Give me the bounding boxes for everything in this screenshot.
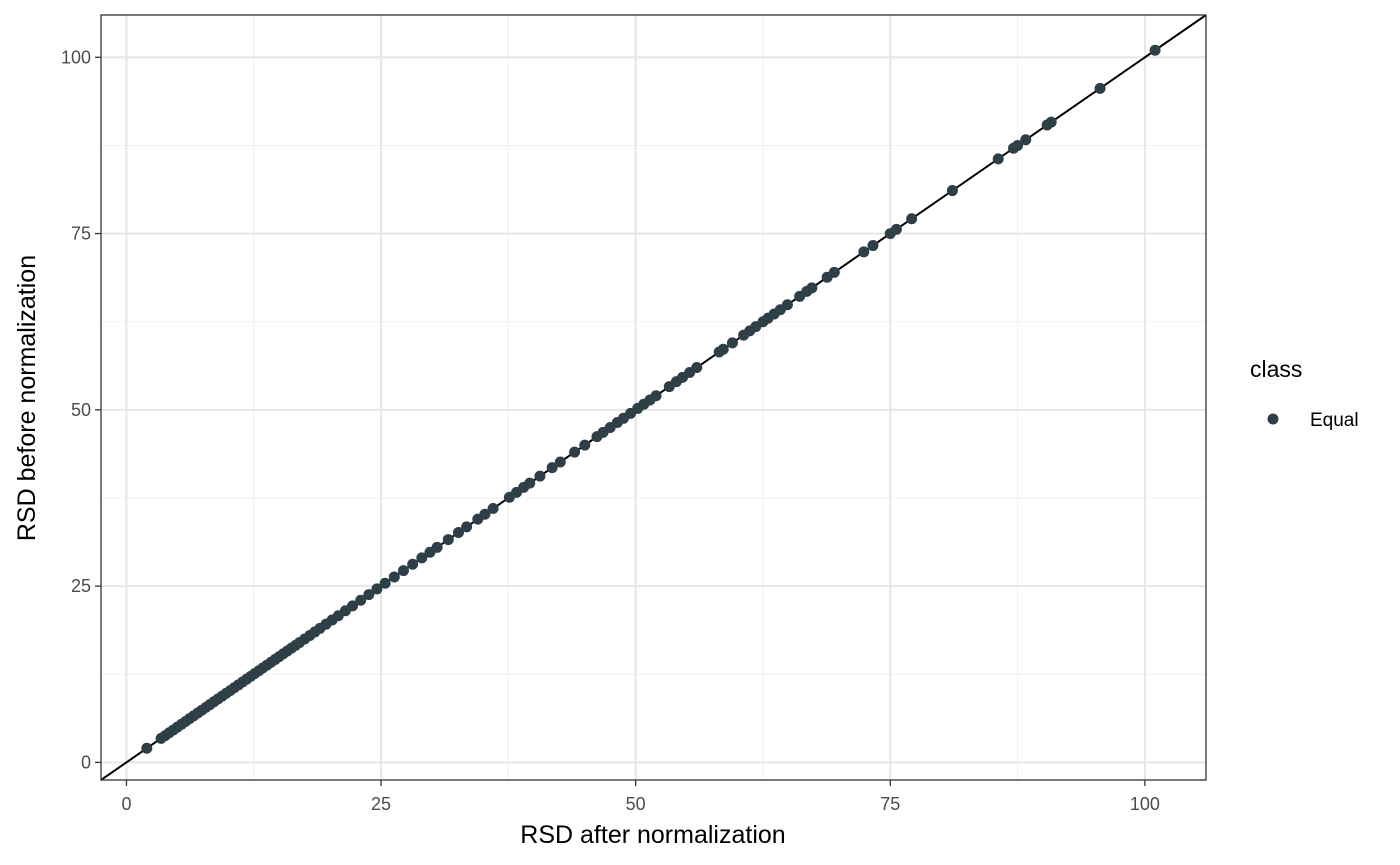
y-tick-label: 50 — [71, 400, 91, 420]
x-tick-label: 50 — [626, 794, 646, 814]
data-point — [828, 266, 840, 278]
data-point — [442, 534, 454, 546]
data-point — [717, 343, 729, 355]
data-point — [534, 470, 546, 482]
data-point — [347, 600, 359, 612]
legend-title: class — [1250, 356, 1302, 382]
major-gridlines — [101, 15, 1206, 780]
y-tick-label: 75 — [71, 224, 91, 244]
data-point — [1012, 139, 1024, 151]
data-point — [946, 185, 958, 197]
data-point — [890, 223, 902, 235]
data-point — [461, 521, 473, 533]
data-point — [1020, 134, 1032, 146]
data-point — [524, 477, 536, 489]
data-point — [379, 577, 391, 589]
data-point — [867, 240, 879, 252]
data-point — [416, 552, 428, 564]
legend-key-equal — [1267, 413, 1279, 425]
y-axis-title: RSD before normalization — [13, 255, 41, 541]
data-point — [141, 742, 153, 754]
data-point — [388, 571, 400, 583]
data-point — [487, 503, 499, 515]
data-point — [569, 446, 581, 458]
data-point — [650, 390, 662, 402]
legend: class Equal — [1250, 356, 1359, 431]
data-point — [431, 541, 443, 553]
data-point — [579, 439, 591, 451]
y-tick-label: 100 — [61, 47, 91, 67]
data-point — [691, 362, 703, 374]
x-tick-label: 100 — [1130, 794, 1160, 814]
x-tick-label: 75 — [880, 794, 900, 814]
data-point — [554, 456, 566, 468]
data-point — [781, 299, 793, 311]
data-point — [371, 583, 383, 595]
y-tick-label: 25 — [71, 576, 91, 596]
data-point — [1045, 116, 1057, 128]
data-point — [858, 246, 870, 258]
data-point — [452, 527, 464, 539]
data-point — [397, 565, 409, 577]
x-axis-title: RSD after normalization — [520, 821, 785, 849]
y-axis-ticks: 0 25 50 75 100 — [61, 47, 101, 772]
data-point — [355, 594, 367, 606]
x-tick-label: 0 — [121, 794, 131, 814]
data-point — [363, 589, 375, 601]
data-point — [726, 337, 738, 349]
points-layer — [141, 44, 1161, 754]
y-tick-label: 0 — [81, 752, 91, 772]
data-point — [906, 213, 918, 225]
data-point — [992, 153, 1004, 165]
x-tick-label: 25 — [371, 794, 391, 814]
x-axis-ticks: 0 25 50 75 100 — [121, 780, 1160, 814]
data-point — [1149, 44, 1161, 56]
plot-panel-border — [100, 14, 1207, 781]
legend-label-equal: Equal — [1310, 410, 1359, 431]
data-point — [806, 282, 818, 294]
data-point — [479, 508, 491, 520]
data-point — [407, 558, 419, 570]
data-point — [546, 462, 558, 474]
data-point — [1094, 82, 1106, 94]
